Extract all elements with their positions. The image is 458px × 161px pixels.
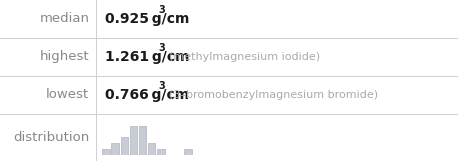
Bar	[148, 143, 155, 155]
Text: median: median	[39, 12, 89, 25]
Text: 3: 3	[158, 81, 165, 91]
Bar	[111, 143, 119, 155]
Bar	[157, 149, 164, 155]
Text: highest: highest	[40, 50, 89, 63]
Text: lowest: lowest	[46, 88, 89, 101]
Text: distribution: distribution	[13, 131, 89, 144]
Text: 3: 3	[158, 43, 165, 53]
Text: 0.925 g/cm: 0.925 g/cm	[105, 12, 190, 26]
Bar	[139, 126, 147, 155]
Bar	[120, 137, 128, 155]
Bar	[102, 149, 110, 155]
Bar	[130, 126, 137, 155]
Text: (methylmagnesium iodide): (methylmagnesium iodide)	[169, 52, 321, 62]
Text: 3: 3	[158, 5, 165, 15]
Text: 1.261 g/cm: 1.261 g/cm	[105, 50, 190, 64]
Bar	[184, 149, 192, 155]
Text: (3–bromobenzylmagnesium bromide): (3–bromobenzylmagnesium bromide)	[169, 90, 379, 100]
Text: 0.766 g/cm: 0.766 g/cm	[105, 88, 190, 102]
